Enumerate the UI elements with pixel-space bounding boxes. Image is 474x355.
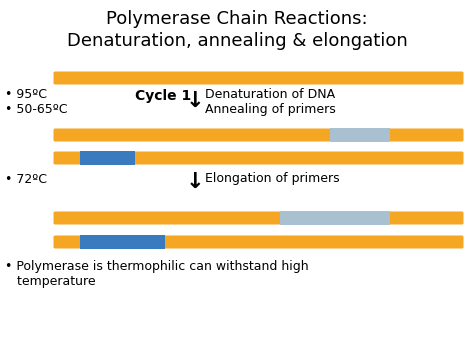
Text: • 95ºC: • 95ºC bbox=[5, 88, 47, 101]
Text: Denaturation of DNA: Denaturation of DNA bbox=[205, 88, 335, 101]
Bar bbox=[330, 128, 390, 142]
Text: ↓: ↓ bbox=[186, 172, 204, 192]
Text: • 72ºC: • 72ºC bbox=[5, 173, 47, 186]
FancyBboxPatch shape bbox=[54, 71, 464, 84]
FancyBboxPatch shape bbox=[54, 152, 464, 164]
Text: • 50-65ºC: • 50-65ºC bbox=[5, 103, 67, 116]
Text: Annealing of primers: Annealing of primers bbox=[205, 103, 336, 116]
FancyBboxPatch shape bbox=[54, 212, 464, 224]
Text: • Polymerase is thermophilic can withstand high: • Polymerase is thermophilic can withsta… bbox=[5, 260, 309, 273]
Text: Denaturation, annealing & elongation: Denaturation, annealing & elongation bbox=[67, 32, 407, 50]
Bar bbox=[80, 235, 165, 249]
Text: Cycle 1: Cycle 1 bbox=[135, 89, 191, 103]
Bar bbox=[80, 151, 135, 165]
FancyBboxPatch shape bbox=[54, 235, 464, 248]
Text: Polymerase Chain Reactions:: Polymerase Chain Reactions: bbox=[106, 10, 368, 28]
FancyBboxPatch shape bbox=[54, 129, 464, 142]
Text: Elongation of primers: Elongation of primers bbox=[205, 172, 340, 185]
Bar bbox=[280, 211, 390, 225]
Text: temperature: temperature bbox=[5, 275, 96, 288]
Text: ↓: ↓ bbox=[186, 91, 204, 111]
